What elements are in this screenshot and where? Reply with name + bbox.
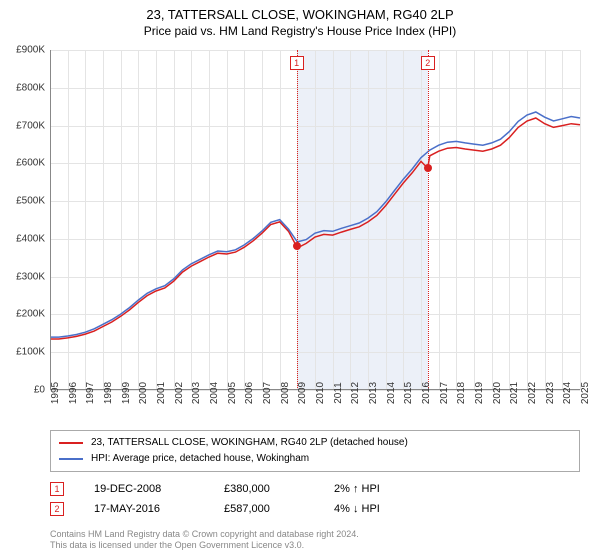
x-tick-label: 2024: [562, 382, 573, 404]
x-tick-label: 2005: [227, 382, 238, 404]
x-tick-label: 2012: [350, 382, 361, 404]
sale-marker-line: [297, 50, 298, 390]
sales-row-date: 17-MAY-2016: [94, 503, 194, 515]
x-tick-label: 2014: [386, 382, 397, 404]
x-tick-label: 1995: [50, 382, 61, 404]
x-tick-label: 2004: [209, 382, 220, 404]
x-tick-label: 1998: [103, 382, 114, 404]
plot-area: 12 £0£100K£200K£300K£400K£500K£600K£700K…: [50, 50, 580, 390]
legend-row: 23, TATTERSALL CLOSE, WOKINGHAM, RG40 2L…: [59, 435, 571, 451]
chart-container: 23, TATTERSALL CLOSE, WOKINGHAM, RG40 2L…: [0, 0, 600, 560]
sale-marker-label: 2: [421, 56, 435, 70]
footer-line-2: This data is licensed under the Open Gov…: [50, 540, 359, 552]
x-tick-label: 2002: [174, 382, 185, 404]
y-tick-label: £300K: [16, 271, 45, 282]
x-tick-label: 2013: [368, 382, 379, 404]
sales-row-hpi: 2% ↑ HPI: [334, 483, 414, 495]
chart-title: 23, TATTERSALL CLOSE, WOKINGHAM, RG40 2L…: [0, 0, 600, 24]
x-tick-label: 2020: [492, 382, 503, 404]
legend: 23, TATTERSALL CLOSE, WOKINGHAM, RG40 2L…: [50, 430, 580, 522]
legend-label: HPI: Average price, detached house, Woki…: [91, 451, 309, 467]
grid-line-vertical: [580, 50, 581, 390]
x-tick-label: 2000: [138, 382, 149, 404]
legend-swatch: [59, 458, 83, 460]
x-tick-label: 2011: [333, 382, 344, 404]
sale-marker-point: [424, 164, 432, 172]
sales-table-row: 1 19-DEC-2008 £380,000 2% ↑ HPI: [50, 482, 580, 496]
x-tick-label: 2023: [545, 382, 556, 404]
x-tick-label: 2003: [191, 382, 202, 404]
y-tick-label: £400K: [16, 233, 45, 244]
x-tick-label: 2021: [509, 382, 520, 404]
sales-row-price: £380,000: [224, 483, 304, 495]
legend-series-box: 23, TATTERSALL CLOSE, WOKINGHAM, RG40 2L…: [50, 430, 580, 472]
sale-marker-label: 1: [290, 56, 304, 70]
x-tick-label: 2009: [297, 382, 308, 404]
y-tick-label: £900K: [16, 45, 45, 56]
sales-row-marker: 1: [50, 482, 64, 496]
x-tick-label: 2001: [156, 382, 167, 404]
x-tick-label: 1999: [121, 382, 132, 404]
x-tick-label: 2018: [456, 382, 467, 404]
sale-marker-line: [428, 50, 429, 390]
y-axis: [50, 50, 51, 390]
x-tick-label: 2017: [439, 382, 450, 404]
x-tick-label: 2019: [474, 382, 485, 404]
sales-row-marker: 2: [50, 502, 64, 516]
y-tick-label: £700K: [16, 120, 45, 131]
y-tick-label: £0: [34, 385, 45, 396]
chart-subtitle: Price paid vs. HM Land Registry's House …: [0, 24, 600, 42]
line-series-layer: [50, 50, 580, 390]
sales-row-hpi: 4% ↓ HPI: [334, 503, 414, 515]
y-tick-label: £500K: [16, 196, 45, 207]
y-tick-label: £100K: [16, 347, 45, 358]
y-tick-label: £200K: [16, 309, 45, 320]
sales-table: 1 19-DEC-2008 £380,000 2% ↑ HPI 2 17-MAY-2016…: [50, 482, 580, 516]
y-tick-label: £800K: [16, 82, 45, 93]
x-tick-label: 1997: [85, 382, 96, 404]
sales-table-row: 2 17-MAY-2016 £587,000 4% ↓ HPI: [50, 502, 580, 516]
footer-line-1: Contains HM Land Registry data © Crown c…: [50, 529, 359, 541]
sales-row-price: £587,000: [224, 503, 304, 515]
legend-label: 23, TATTERSALL CLOSE, WOKINGHAM, RG40 2L…: [91, 435, 408, 451]
x-tick-label: 1996: [68, 382, 79, 404]
x-tick-label: 2022: [527, 382, 538, 404]
x-tick-label: 2010: [315, 382, 326, 404]
series-line-property: [50, 118, 580, 339]
y-tick-label: £600K: [16, 158, 45, 169]
sale-marker-point: [293, 242, 301, 250]
x-tick-label: 2015: [403, 382, 414, 404]
x-tick-label: 2007: [262, 382, 273, 404]
sales-row-date: 19-DEC-2008: [94, 483, 194, 495]
legend-swatch: [59, 442, 83, 444]
x-tick-label: 2006: [244, 382, 255, 404]
footer-attribution: Contains HM Land Registry data © Crown c…: [50, 529, 359, 552]
x-tick-label: 2008: [280, 382, 291, 404]
x-tick-label: 2016: [421, 382, 432, 404]
x-tick-label: 2025: [580, 382, 591, 404]
legend-row: HPI: Average price, detached house, Woki…: [59, 451, 571, 467]
